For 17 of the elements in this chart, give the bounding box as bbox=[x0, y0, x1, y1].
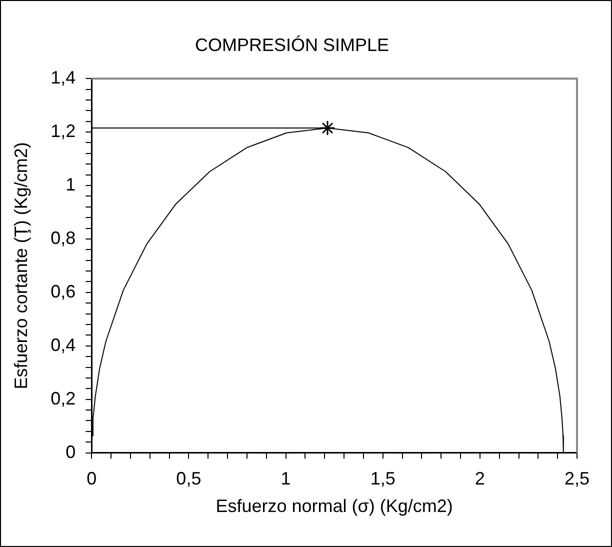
x-tick-label: 0 bbox=[86, 468, 97, 489]
x-axis-title: Esfuerzo normal (σ) (Kg/cm2) bbox=[216, 496, 453, 516]
y-tick-label: 0 bbox=[66, 442, 76, 462]
x-tick-label: 0,5 bbox=[176, 468, 202, 489]
y-tick-label: 0,6 bbox=[50, 281, 76, 302]
y-axis-title: Esfuerzo cortante (Ţ) (Kg/cm2) bbox=[10, 142, 31, 390]
x-tick-label: 2,5 bbox=[564, 468, 590, 489]
y-tick-label: 0,8 bbox=[50, 228, 76, 248]
x-tick-label: 1 bbox=[280, 468, 291, 489]
y-tick-label: 0,2 bbox=[50, 388, 76, 408]
x-tick-label: 2 bbox=[474, 468, 485, 489]
y-tick-label: 1,4 bbox=[50, 68, 76, 88]
x-tick-label: 1,5 bbox=[370, 468, 396, 489]
y-tick-label: 1,2 bbox=[50, 121, 76, 142]
y-tick-label: 0,4 bbox=[50, 334, 76, 355]
chart-title: COMPRESIÓN SIMPLE bbox=[194, 34, 390, 55]
y-tick-label: 1 bbox=[66, 174, 76, 194]
